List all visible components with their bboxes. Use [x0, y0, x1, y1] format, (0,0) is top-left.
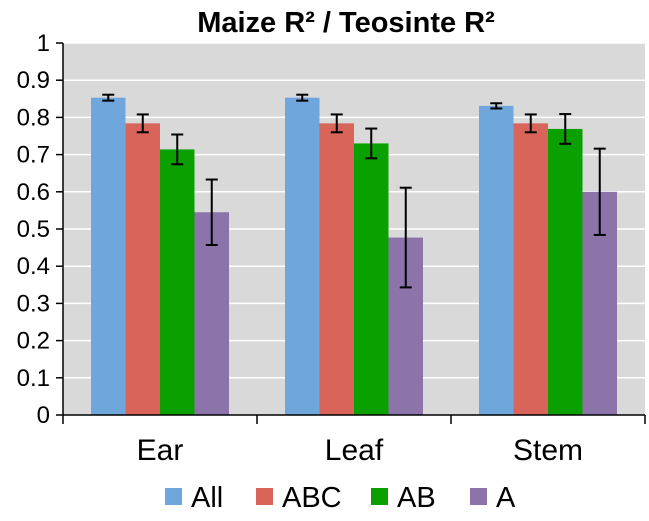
- bar-abc-stem: [513, 123, 548, 416]
- y-tick-label: 1: [37, 30, 50, 57]
- legend-label-all: All: [191, 482, 223, 514]
- bar-ab-leaf: [354, 143, 389, 415]
- x-category-label: Leaf: [325, 434, 384, 467]
- y-tick-label: 0.2: [17, 328, 50, 355]
- x-category-label: Stem: [513, 434, 583, 467]
- y-tick-label: 0.6: [17, 179, 50, 206]
- axes: 0 0.1 0.2 0.3 0.4 0.5 0.6 0.7 0.8 0.9 1 Ear Leaf Stem: [17, 30, 646, 467]
- bar-abc-ear: [125, 123, 160, 416]
- chart-title: Maize R² / Teosinte R²: [197, 7, 495, 39]
- y-tick-label: 0.1: [17, 365, 50, 392]
- legend-swatch-abc: [256, 488, 273, 505]
- y-tick-label: 0: [37, 402, 50, 429]
- y-tick-label: 0.8: [17, 104, 50, 131]
- bar-all-leaf: [285, 97, 320, 416]
- legend: All ABC AB A: [165, 482, 516, 514]
- bar-abc-leaf: [319, 123, 354, 416]
- bar-all-ear: [91, 97, 126, 416]
- legend-label-ab: AB: [397, 482, 436, 514]
- legend-swatch-ab: [371, 488, 388, 505]
- legend-label-abc: ABC: [282, 482, 342, 514]
- x-category-label: Ear: [137, 434, 184, 467]
- bar-ab-stem: [548, 128, 583, 415]
- bar-all-stem: [479, 105, 514, 416]
- legend-label-a: A: [496, 482, 516, 514]
- bar-ab-ear: [160, 149, 195, 415]
- y-tick-label: 0.9: [17, 67, 50, 94]
- y-tick-label: 0.7: [17, 142, 50, 169]
- bar-a-ear: [194, 212, 229, 415]
- legend-swatch-all: [165, 488, 182, 505]
- y-tick-label: 0.4: [17, 253, 50, 280]
- y-tick-label: 0.5: [17, 216, 50, 243]
- bars: [91, 93, 617, 416]
- y-tick-label: 0.3: [17, 290, 50, 317]
- legend-swatch-a: [470, 488, 487, 505]
